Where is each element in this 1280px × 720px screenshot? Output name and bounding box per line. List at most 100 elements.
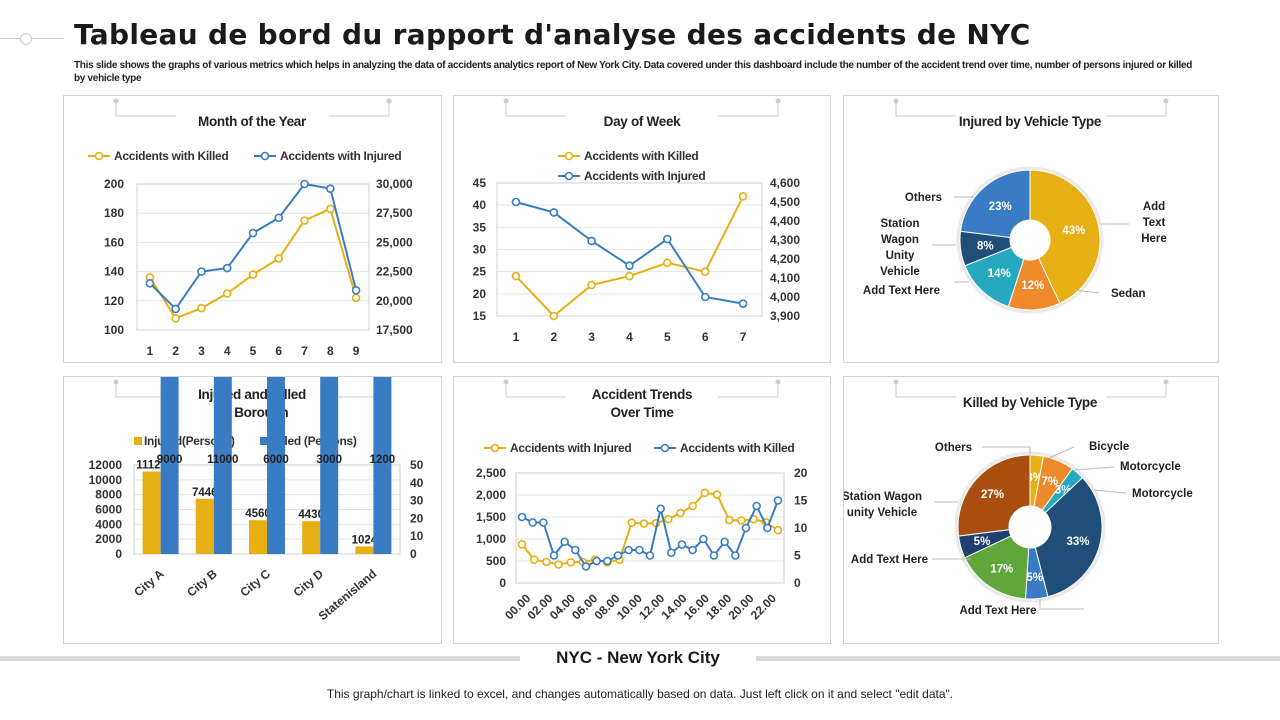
callout-label: Station Wagon xyxy=(844,491,922,503)
series-0-point xyxy=(663,258,672,268)
legend-label: Accidents with Killed xyxy=(584,149,698,163)
y-tick-label: 30,000 xyxy=(376,177,413,191)
y-tick-label: 4,400 xyxy=(770,214,800,228)
y-tick-label: 20,000 xyxy=(376,294,413,308)
series-1-point xyxy=(248,228,258,238)
bar-data-label: 9000 xyxy=(157,454,183,466)
x-tick-label: 4 xyxy=(224,344,231,358)
bar-data-label: 1024 xyxy=(352,534,378,546)
x-tick-label: 5 xyxy=(250,344,257,358)
series-1-point xyxy=(222,263,232,273)
callout-line xyxy=(1039,599,1084,610)
series-1-point xyxy=(145,278,155,288)
y-tick-label: 5 xyxy=(794,549,801,563)
series-0-point xyxy=(737,516,746,525)
callout-label: Text xyxy=(1143,217,1166,229)
x-tick-label: City A xyxy=(131,566,166,599)
pie-slice-label: 33% xyxy=(1066,536,1089,548)
bar-data-label: 1200 xyxy=(370,454,396,466)
x-tick-label: 2 xyxy=(172,344,179,358)
series-1-point xyxy=(511,197,521,207)
callout-label: Motorcycle xyxy=(1120,461,1181,473)
corner-decoration xyxy=(718,382,779,398)
series-1-point xyxy=(731,551,740,560)
series-0-point xyxy=(639,519,649,528)
legend-label: Accidents with Killed xyxy=(680,441,794,455)
bar-killed xyxy=(320,377,339,554)
x-tick-label: Statenisland xyxy=(316,567,380,624)
chart-day-of-week[interactable]: Day of Week Accidents with Killed Accident… xyxy=(453,95,831,363)
chart-killed-by-vehicle[interactable]: Killed by Vehicle Type 3% 7% 3% 33% 5% 17% 5% 27… xyxy=(843,376,1219,644)
series-0-point xyxy=(712,490,722,499)
series-1-point xyxy=(326,184,335,193)
series-1-point xyxy=(592,556,601,566)
series-1-point xyxy=(635,545,644,555)
x-tick-label: 8 xyxy=(327,344,334,358)
callout-line xyxy=(982,446,1031,456)
series-1-point xyxy=(549,551,559,560)
y-tick-label: 4,600 xyxy=(770,176,800,190)
month-chart-svg: Month of the Year Accidents with Killed Ac… xyxy=(88,98,413,358)
series-0-point xyxy=(676,508,685,518)
series-1-point xyxy=(528,518,537,527)
series-1-point xyxy=(613,551,623,560)
x-tick-label: City B xyxy=(184,566,220,599)
y-tick-label: 10 xyxy=(410,529,424,543)
series-0-point xyxy=(542,557,551,567)
series-1-line xyxy=(149,182,358,311)
series-1-point xyxy=(549,208,559,217)
pie-slice-label: 5% xyxy=(974,536,991,548)
chart-borough[interactable]: Injured and Killed by Borough Injured(Pers… xyxy=(63,376,442,644)
series-1-point xyxy=(720,537,729,547)
series-1-point xyxy=(274,213,284,223)
y-tick-label: 180 xyxy=(104,206,124,220)
pie-slice-label: 17% xyxy=(990,563,1013,575)
chart-injured-by-vehicle[interactable]: Injured by Vehicle Type 43% 12% 14% 8% 23% Oth… xyxy=(843,95,1219,363)
y-tick-label: 15 xyxy=(473,309,487,323)
pie-slice xyxy=(959,169,1031,239)
pie-slice-label: 7% xyxy=(1042,476,1059,488)
y-tick-label: 1,000 xyxy=(476,532,506,546)
corner-decoration xyxy=(505,382,566,398)
callout-label: Add xyxy=(1143,201,1165,213)
legend-swatch xyxy=(260,437,268,445)
x-tick-label: 3 xyxy=(588,330,595,344)
legend-label: Accidents with Killed xyxy=(114,149,228,163)
footer-note: This graph/chart is linked to excel, and… xyxy=(326,687,954,701)
series-0-point xyxy=(274,254,284,263)
corner-decoration xyxy=(329,101,390,117)
series-1-point xyxy=(688,545,697,555)
series-1-point xyxy=(763,523,772,533)
callout-line xyxy=(1073,289,1100,294)
series-1-point xyxy=(773,496,783,505)
legend-swatch xyxy=(134,437,142,445)
plot-area xyxy=(136,183,370,331)
series-1-point xyxy=(645,551,655,560)
callout-label: Station xyxy=(881,218,920,230)
series-1-point xyxy=(517,512,527,522)
footer-label: NYC - New York City xyxy=(556,648,720,667)
bar-killed xyxy=(160,377,179,554)
title-decoration-line xyxy=(0,38,64,39)
y-tick-label: 0 xyxy=(499,576,506,590)
bar-data-label: 3000 xyxy=(316,454,342,466)
y-tick-label: 2,500 xyxy=(476,466,506,480)
y-tick-label: 4,200 xyxy=(770,252,800,266)
chart-accident-trends[interactable]: Accident Trends Over Time Accidents with I… xyxy=(453,376,831,644)
pie-slice xyxy=(964,535,1030,600)
legend-label: Accidents with Injured xyxy=(510,441,631,455)
chart-month-of-year[interactable]: Month of the Year Accidents with Killed Ac… xyxy=(63,95,442,363)
series-0-point xyxy=(700,267,710,276)
bar-injured xyxy=(142,471,161,554)
series-1-point xyxy=(624,545,633,555)
footer-rule-left xyxy=(0,656,520,661)
y-tick-label: 500 xyxy=(486,554,506,568)
series-0-point xyxy=(663,514,673,524)
page-subtitle: This slide shows the graphs of various m… xyxy=(74,60,1193,84)
y-tick-label: 35 xyxy=(473,220,487,234)
corner-decoration xyxy=(115,101,176,117)
series-0-point xyxy=(300,216,309,225)
chart-title: Accident Trends xyxy=(592,387,693,402)
callout-label: unity Vehicle xyxy=(847,507,917,519)
